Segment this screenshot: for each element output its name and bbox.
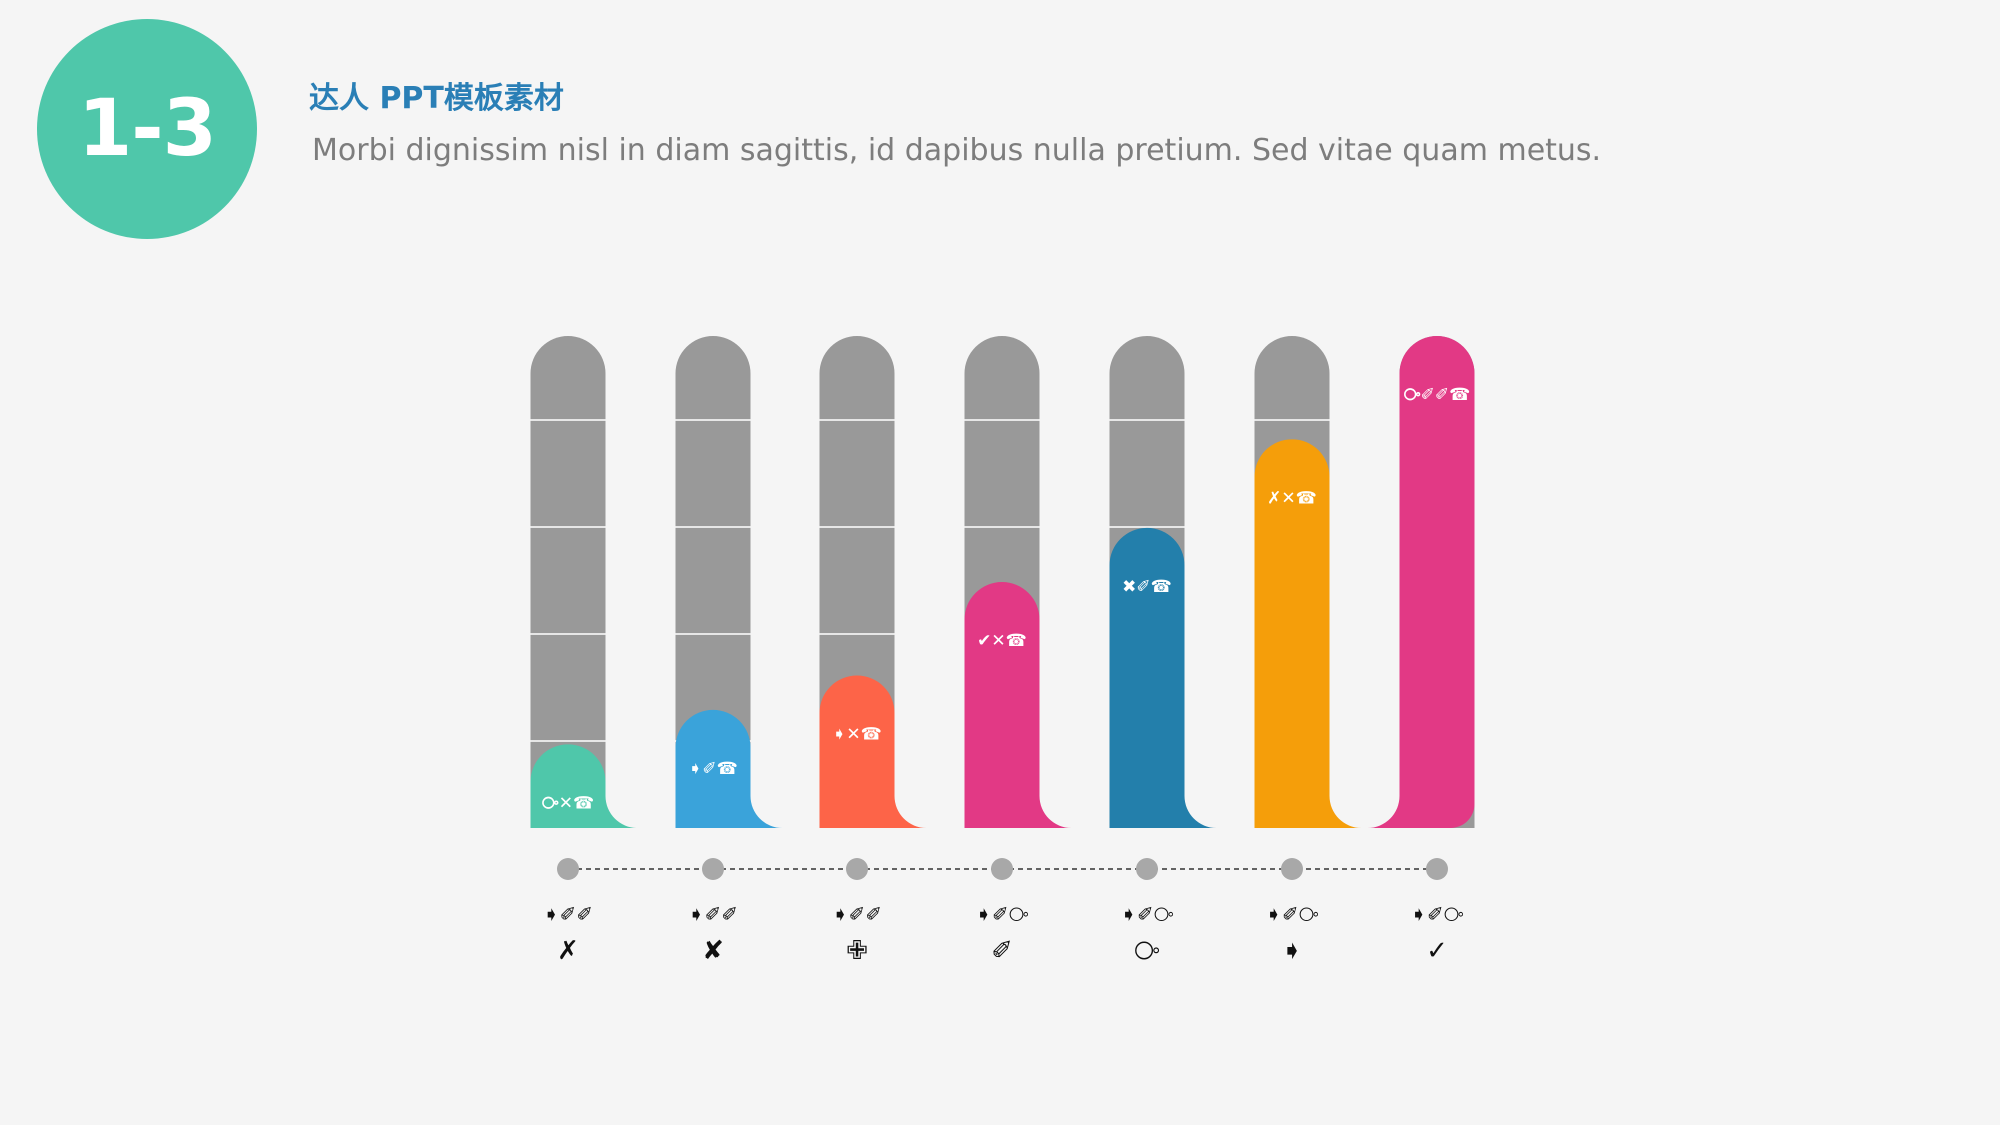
category-label: ➧✐✐ bbox=[832, 902, 882, 926]
slide-subtitle: Morbi dignissim nisl in diam sagittis, i… bbox=[312, 133, 1602, 168]
bar bbox=[1367, 336, 1475, 828]
bar bbox=[819, 675, 927, 828]
category-label: ➧✐⧂ bbox=[1410, 902, 1464, 926]
category-sublabel: ✗ bbox=[557, 936, 579, 966]
category-sublabel: ✓ bbox=[1426, 936, 1448, 966]
axis-dot bbox=[846, 858, 868, 880]
bar-data-label: ⧂✕☎ bbox=[542, 793, 594, 813]
bar-data-label: ✖✐☎ bbox=[1122, 577, 1172, 597]
badge-label: 1-3 bbox=[78, 84, 217, 174]
axis-dot bbox=[1281, 858, 1303, 880]
bar bbox=[964, 582, 1072, 828]
category-sublabel: ✐ bbox=[991, 936, 1013, 966]
category-label: ➧✐⧂ bbox=[1120, 902, 1174, 926]
bar-data-label: ➧✐☎ bbox=[688, 759, 738, 779]
axis-dot bbox=[557, 858, 579, 880]
bar-data-label: ✔✕☎ bbox=[977, 631, 1027, 651]
bar bbox=[675, 709, 783, 828]
category-sublabel: ➧ bbox=[1281, 936, 1303, 966]
bar-track bbox=[530, 336, 606, 828]
category-label: ➧✐✐ bbox=[688, 902, 738, 926]
bar-data-label: ➧✕☎ bbox=[832, 724, 882, 744]
axis-dot bbox=[991, 858, 1013, 880]
category-sublabel: ✘ bbox=[702, 936, 724, 966]
bar-data-label: ⧂✐✐☎ bbox=[1404, 385, 1471, 405]
axis-dot bbox=[1426, 858, 1448, 880]
category-label: ➧✐✐ bbox=[543, 902, 593, 926]
bar bbox=[530, 744, 638, 828]
bar bbox=[1109, 527, 1217, 828]
bar-data-label: ✗✕☎ bbox=[1267, 488, 1317, 508]
section-number-badge: 1-3 bbox=[37, 19, 257, 239]
category-sublabel: ✙ bbox=[846, 936, 868, 966]
bar bbox=[1254, 439, 1362, 828]
category-label: ➧✐⧂ bbox=[975, 902, 1029, 926]
slide-title: 达人 PPT模板素材 bbox=[309, 81, 564, 116]
axis-dot bbox=[1136, 858, 1158, 880]
axis-dot bbox=[702, 858, 724, 880]
category-label: ➧✐⧂ bbox=[1265, 902, 1319, 926]
bar-track bbox=[675, 336, 751, 828]
category-sublabel: ⧂ bbox=[1134, 936, 1160, 966]
